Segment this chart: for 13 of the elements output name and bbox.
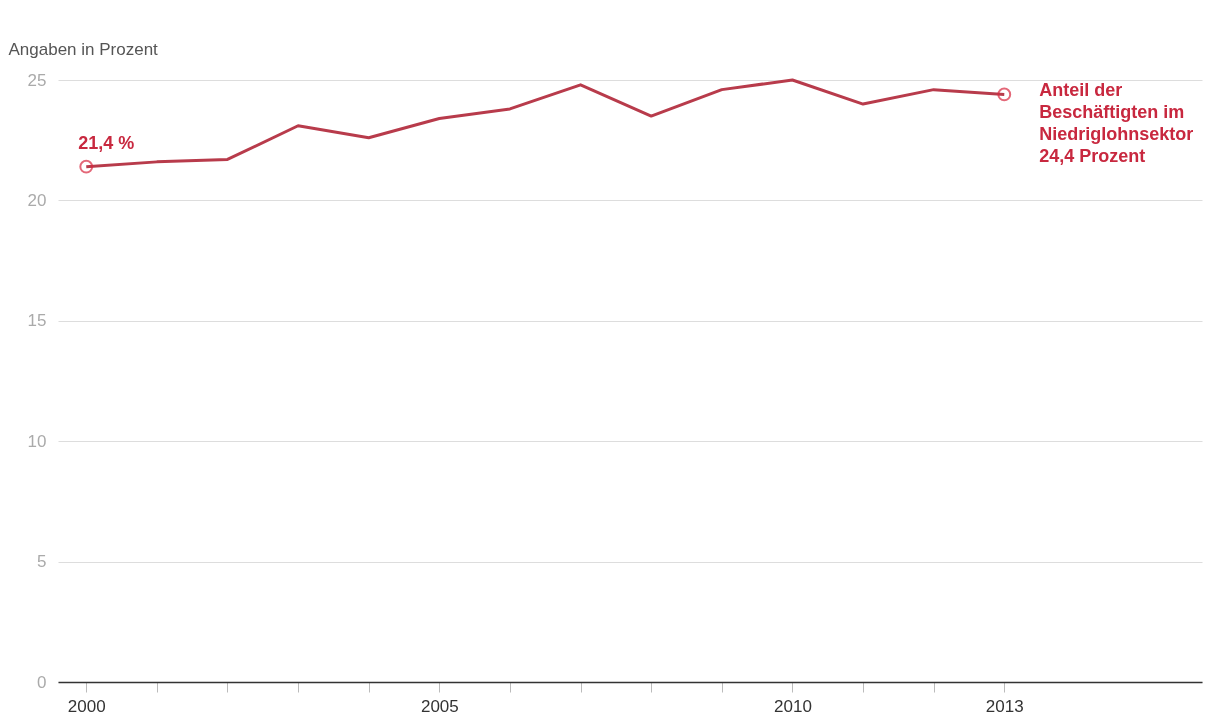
x-tick-label: 2000	[67, 696, 106, 716]
y-tick-label: 15	[27, 311, 47, 331]
y-tick-label: 25	[27, 70, 47, 90]
y-tick-label: 5	[37, 552, 47, 572]
x-tick-label: 2010	[774, 696, 812, 716]
x-tick-label: 2013	[985, 696, 1024, 716]
x-tick-label: 2005	[420, 696, 459, 716]
y-tick-label: 10	[27, 431, 47, 451]
y-tick-label: 20	[27, 190, 47, 210]
annotation: 21,4 %	[78, 132, 135, 153]
y-tick-label: 0	[37, 672, 47, 692]
annotation: Anteil der Beschäftigten im Niedriglohnsektor 24,4 Prozent	[1039, 80, 1194, 167]
y-axis-title: Angaben in Prozent	[8, 39, 159, 59]
